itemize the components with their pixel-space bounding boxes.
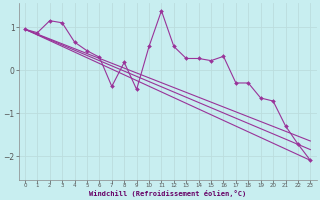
X-axis label: Windchill (Refroidissement éolien,°C): Windchill (Refroidissement éolien,°C) <box>89 190 246 197</box>
